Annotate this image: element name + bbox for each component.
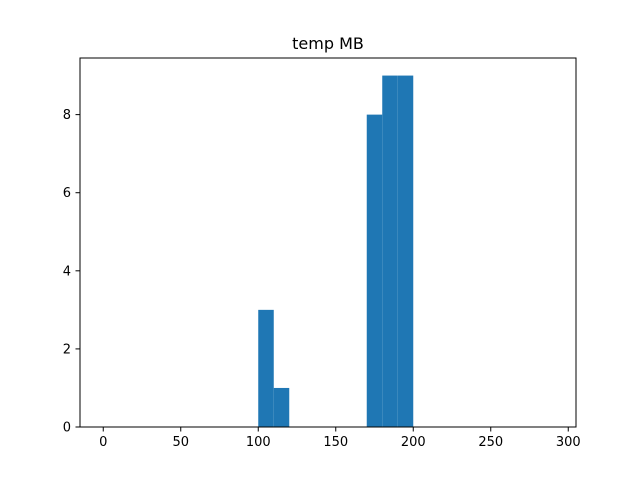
x-tick-label-1: 50 [172,435,189,450]
y-tick-label-2: 4 [63,264,71,279]
histogram-bar-3 [382,75,398,427]
histogram-bar-1 [273,387,290,427]
y-tick-label-1: 2 [63,342,71,357]
y-tick-label-4: 8 [63,108,71,123]
x-tick-label-0: 0 [99,435,107,450]
x-axis: 0 50 100 150 200 250 300 [99,427,581,450]
histogram-bar-2 [366,114,383,428]
y-tick-label-0: 0 [63,421,71,436]
x-tick-label-5: 250 [478,435,503,450]
histogram-bar-0 [258,309,274,427]
chart-title: temp MB [292,34,364,53]
plot-frame [79,57,577,428]
x-tick-label-2: 100 [246,435,271,450]
x-tick-label-3: 150 [323,435,348,450]
y-axis: 0 2 4 6 8 [63,108,80,436]
bars-group [258,75,414,428]
histogram-bar-4 [397,75,414,427]
y-tick-label-3: 6 [63,186,71,201]
x-tick-label-6: 300 [556,435,581,450]
x-tick-label-4: 200 [401,435,426,450]
